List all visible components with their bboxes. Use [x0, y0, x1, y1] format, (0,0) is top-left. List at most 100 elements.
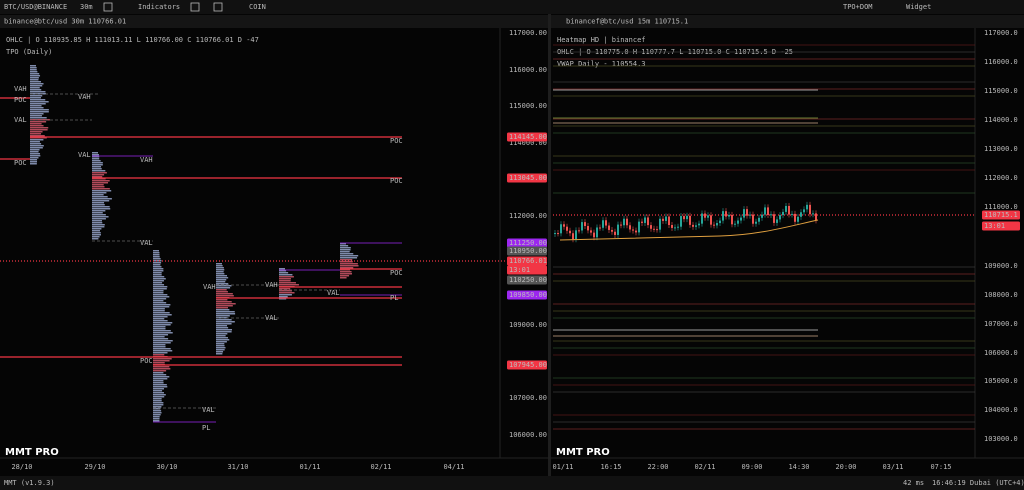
- widget-button[interactable]: Widget: [906, 3, 931, 11]
- candle-body: [737, 220, 739, 224]
- left-panel-title: binance@btc/usd 30m 110766.01: [4, 18, 126, 26]
- tpo-row: [153, 400, 162, 402]
- tpo-row: [153, 266, 162, 268]
- candle-body: [800, 212, 802, 217]
- coin-button[interactable]: COIN: [249, 3, 266, 11]
- tpo-row: [153, 330, 171, 332]
- tpo-row: [30, 129, 48, 131]
- tpo-row: [216, 275, 228, 277]
- tpo-row: [30, 161, 38, 163]
- price-label: 105000.0: [984, 377, 1018, 385]
- time-label: 01/11: [552, 463, 573, 471]
- candle-body: [617, 224, 619, 235]
- tpo-row: [153, 336, 165, 338]
- tpo-row: [340, 273, 353, 275]
- right-header: [551, 15, 1024, 28]
- tpo-row: [153, 406, 162, 408]
- tpo-row: [153, 272, 162, 274]
- tpo-row: [216, 301, 232, 303]
- tpo-row: [153, 362, 165, 364]
- tpo-row: [30, 87, 40, 89]
- price-tag: [507, 238, 547, 248]
- tpo-row: [153, 378, 168, 380]
- candle-body: [743, 209, 745, 218]
- tpo-row: [92, 162, 103, 164]
- tpo-row: [216, 281, 226, 283]
- watermark: MMT PRO: [556, 447, 610, 458]
- bars-icon[interactable]: [103, 2, 113, 12]
- tpo-row: [153, 354, 165, 356]
- symbol[interactable]: BTC/USD@BINANCE: [4, 3, 67, 11]
- tpo-row: [92, 222, 103, 224]
- price-tag-label: 110766.01: [509, 257, 547, 265]
- time-label: 29/10: [84, 463, 105, 471]
- tpo-row: [153, 262, 162, 264]
- tpo-row: [216, 329, 232, 331]
- folder-icon[interactable]: [213, 2, 223, 12]
- candle-body: [575, 230, 577, 240]
- candle-body: [704, 213, 706, 218]
- tpo-row: [153, 380, 164, 382]
- layout-button[interactable]: TPO+DOM: [843, 3, 873, 11]
- candle-body: [671, 224, 673, 228]
- tpo-row: [30, 121, 47, 123]
- tpo-row: [92, 198, 112, 200]
- time-label: 22:00: [647, 463, 668, 471]
- candle-body: [596, 227, 598, 238]
- tpo-row: [153, 278, 166, 280]
- price-tag-label: 109850.00: [509, 291, 547, 299]
- candle-body: [806, 204, 808, 210]
- candle-body: [803, 209, 805, 213]
- tpo-row: [279, 272, 289, 274]
- draw-icon[interactable]: [190, 2, 200, 12]
- tpo-row: [279, 292, 295, 294]
- tpo-row: [340, 259, 353, 261]
- candle-body: [731, 214, 733, 225]
- price-label: 114000.0: [984, 116, 1018, 124]
- tpo-row: [92, 190, 112, 192]
- tpo-row: [153, 358, 172, 360]
- tpo-row: [216, 353, 223, 355]
- profile-label: POC: [14, 159, 27, 167]
- tpo-row: [153, 352, 168, 354]
- candle-body: [686, 215, 688, 220]
- tpo-row: [92, 204, 105, 206]
- candle-body: [566, 226, 568, 231]
- tpo-row: [92, 224, 105, 226]
- tpo-row: [153, 268, 164, 270]
- candle-body: [584, 222, 586, 227]
- tpo-row: [279, 280, 291, 282]
- tpo-row: [30, 111, 49, 113]
- price-label: 109000.0: [984, 262, 1018, 270]
- interval[interactable]: 30m: [80, 3, 93, 11]
- tpo-row: [153, 304, 171, 306]
- price-tag-label: 110250.00: [509, 276, 547, 284]
- tpo-row: [279, 268, 285, 270]
- candle-body: [578, 230, 580, 232]
- candle-body: [785, 205, 787, 212]
- tpo-row: [92, 192, 107, 194]
- indicators-button[interactable]: Indicators: [138, 3, 180, 11]
- tpo-row: [92, 212, 103, 214]
- tpo-row: [30, 115, 42, 117]
- candle-body: [614, 231, 616, 235]
- tpo-row: [216, 341, 227, 343]
- tpo-row: [153, 328, 166, 330]
- candle-body: [626, 218, 628, 226]
- candle-body: [620, 224, 622, 226]
- price-label: 115000.0: [984, 87, 1018, 95]
- time-label: 16:15: [600, 463, 621, 471]
- tpo-row: [30, 105, 42, 107]
- tpo-row: [92, 156, 100, 158]
- tpo-row: [153, 334, 169, 336]
- tpo-row: [216, 279, 227, 281]
- time-label: 07:15: [930, 463, 951, 471]
- tpo-row: [153, 282, 163, 284]
- tpo-row: [92, 178, 106, 180]
- tpo-row: [216, 277, 229, 279]
- tpo-row: [153, 342, 171, 344]
- version: MMT (v1.9.3): [4, 479, 55, 487]
- tpo-row: [216, 293, 233, 295]
- tpo-row: [216, 327, 229, 329]
- tpo-row: [92, 170, 106, 172]
